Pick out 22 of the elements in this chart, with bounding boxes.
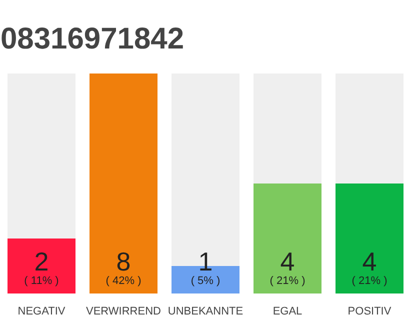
x-tick-label: EGAL	[272, 306, 302, 318]
text: 4	[362, 246, 377, 276]
bar	[8, 74, 76, 238]
x-tick-label: POSITIV	[348, 306, 392, 318]
x-tick-label: VERWIRREND	[86, 306, 162, 318]
chart-title: 08316971842	[0, 22, 184, 56]
annotation: ( 5% )	[190, 274, 220, 287]
bar	[254, 74, 322, 184]
x-tick-label: UNBEKANNTE	[168, 306, 244, 318]
annotation: ( 21% )	[270, 274, 306, 287]
annotation: ( 42% )	[106, 274, 142, 287]
text: 2	[34, 246, 49, 276]
bar	[8, 238, 76, 294]
x-tick-label: NEGATIV	[18, 306, 66, 318]
text: 4	[280, 246, 295, 276]
bar	[336, 184, 404, 294]
bar	[90, 74, 158, 294]
annotation: ( 21% )	[352, 274, 388, 287]
bar	[254, 184, 322, 294]
bar	[336, 74, 404, 184]
annotation: ( 11% )	[24, 274, 59, 287]
text: 8	[116, 246, 131, 276]
